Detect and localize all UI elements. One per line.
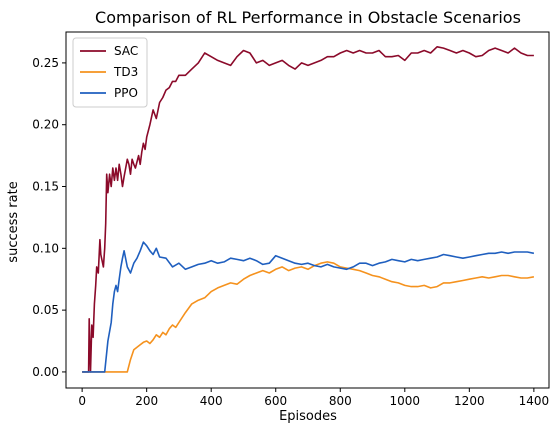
y-tick-label: 0.15 (32, 180, 59, 194)
legend-label-td3: TD3 (113, 65, 138, 79)
legend: SAC TD3 PPO (72, 37, 148, 108)
x-tick-label: 200 (135, 394, 158, 408)
x-tick-label: 600 (264, 394, 287, 408)
x-axis-label: Episodes (279, 409, 337, 424)
plot-area: 0 200 400 600 800 1000 1200 1400 0.00 0.05 0.10 0.1… (32, 31, 550, 408)
chart-title: Comparison of RL Performance in Obstacle… (95, 8, 521, 27)
series-line-td3 (82, 261, 535, 373)
x-tick-label: 1000 (390, 394, 421, 408)
x-tick-label: 0 (78, 394, 86, 408)
y-axis-label: success rate (6, 181, 21, 262)
legend-label-ppo: PPO (114, 86, 138, 100)
series-line-ppo (82, 241, 535, 373)
plot-frame (65, 31, 550, 389)
y-tick-label: 0.10 (32, 241, 59, 255)
y-tick-label: 0.05 (32, 303, 59, 317)
x-tick-label: 400 (200, 394, 223, 408)
x-tick-label: 1200 (454, 394, 485, 408)
y-tick-label: 0.20 (32, 118, 59, 132)
legend-box (72, 37, 148, 108)
series-line-sac (82, 45, 534, 373)
x-tick-label: 1400 (519, 394, 550, 408)
y-tick-label: 0.00 (32, 365, 59, 379)
y-tick-label: 0.25 (32, 56, 59, 70)
x-tick-label: 800 (329, 394, 352, 408)
legend-label-sac: SAC (114, 44, 138, 58)
